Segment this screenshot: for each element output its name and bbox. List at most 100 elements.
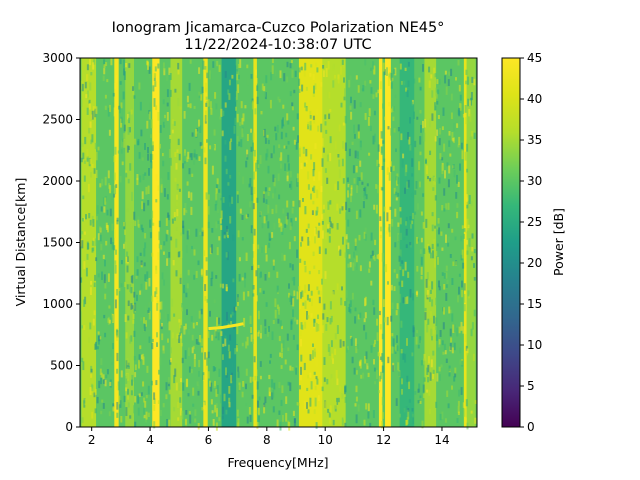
noise-cell <box>310 193 312 200</box>
noise-cell <box>156 342 158 347</box>
x-tick-label: 14 <box>434 433 449 447</box>
noise-cell <box>460 387 463 395</box>
noise-cell <box>345 236 348 245</box>
noise-cell <box>114 265 117 274</box>
noise-cell <box>155 199 158 203</box>
noise-cell <box>461 280 463 288</box>
noise-cell <box>153 398 156 405</box>
noise-cell <box>458 273 461 277</box>
noise-cell <box>287 141 290 145</box>
noise-cell <box>83 400 86 408</box>
noise-cell <box>159 301 162 310</box>
noise-cell <box>134 364 137 371</box>
noise-cell <box>290 60 293 64</box>
noise-cell <box>310 154 313 160</box>
noise-cell <box>90 368 93 373</box>
noise-cell <box>348 184 351 194</box>
noise-cell <box>215 199 218 206</box>
noise-cell <box>208 70 211 80</box>
noise-cell <box>209 247 212 255</box>
noise-cell <box>419 136 422 145</box>
noise-cell <box>467 76 469 85</box>
noise-cell <box>189 414 192 424</box>
noise-cell <box>155 174 158 181</box>
noise-cell <box>179 397 182 403</box>
noise-cell <box>226 225 228 232</box>
noise-cell <box>439 153 442 160</box>
noise-cell <box>292 309 294 317</box>
noise-cell <box>431 90 434 98</box>
noise-cell <box>463 283 466 291</box>
noise-cell <box>298 286 301 291</box>
noise-cell <box>196 322 198 326</box>
noise-cell <box>322 147 325 153</box>
noise-cell <box>350 337 353 346</box>
noise-cell <box>155 105 158 111</box>
noise-cell <box>268 271 271 278</box>
noise-cell <box>250 74 253 79</box>
noise-cell <box>174 177 177 182</box>
noise-cell <box>228 93 231 100</box>
noise-cell <box>89 121 92 128</box>
noise-cell <box>169 73 172 81</box>
noise-cell <box>224 102 227 108</box>
noise-cell <box>278 306 280 315</box>
noise-cell <box>316 109 318 115</box>
frequency-band <box>424 58 437 427</box>
noise-cell <box>120 260 123 265</box>
noise-cell <box>138 359 140 369</box>
noise-cell <box>226 311 228 321</box>
noise-cell <box>411 408 414 412</box>
noise-cell <box>182 163 185 169</box>
noise-cell <box>246 134 249 142</box>
noise-cell <box>458 389 461 397</box>
noise-cell <box>158 220 161 228</box>
noise-cell <box>175 270 178 277</box>
noise-cell <box>178 153 181 161</box>
noise-cell <box>348 254 351 259</box>
noise-cell <box>267 328 269 337</box>
frequency-band <box>463 58 467 427</box>
noise-cell <box>304 265 307 273</box>
noise-cell <box>427 318 430 325</box>
noise-cell <box>405 87 408 92</box>
noise-cell <box>466 422 469 430</box>
noise-cell <box>102 374 105 380</box>
noise-cell <box>284 359 287 365</box>
noise-cell <box>314 236 316 244</box>
noise-cell <box>377 144 380 152</box>
noise-cell <box>136 174 139 181</box>
noise-cell <box>115 329 118 336</box>
noise-cell <box>439 330 442 337</box>
noise-cell <box>109 208 112 217</box>
noise-cell <box>113 107 116 117</box>
noise-cell <box>325 323 328 331</box>
noise-cell <box>309 372 312 378</box>
noise-cell <box>279 421 282 431</box>
noise-cell <box>334 401 337 409</box>
noise-cell <box>237 371 240 378</box>
noise-cell <box>256 160 259 169</box>
noise-cell <box>207 206 210 215</box>
noise-cell <box>90 372 93 378</box>
noise-cell <box>422 120 424 129</box>
noise-cell <box>92 219 95 227</box>
noise-cell <box>186 95 189 103</box>
noise-cell <box>273 136 275 140</box>
noise-cell <box>120 416 123 423</box>
noise-cell <box>464 417 467 426</box>
noise-cell <box>133 211 136 220</box>
noise-cell <box>245 341 248 349</box>
noise-cell <box>147 412 150 418</box>
noise-cell <box>168 252 171 258</box>
noise-cell <box>218 368 221 377</box>
noise-cell <box>373 343 376 348</box>
noise-cell <box>310 290 313 296</box>
noise-cell <box>321 221 324 225</box>
noise-cell <box>313 371 316 375</box>
noise-cell <box>126 374 129 379</box>
noise-cell <box>190 315 193 322</box>
noise-cell <box>344 142 347 151</box>
noise-cell <box>194 409 197 416</box>
